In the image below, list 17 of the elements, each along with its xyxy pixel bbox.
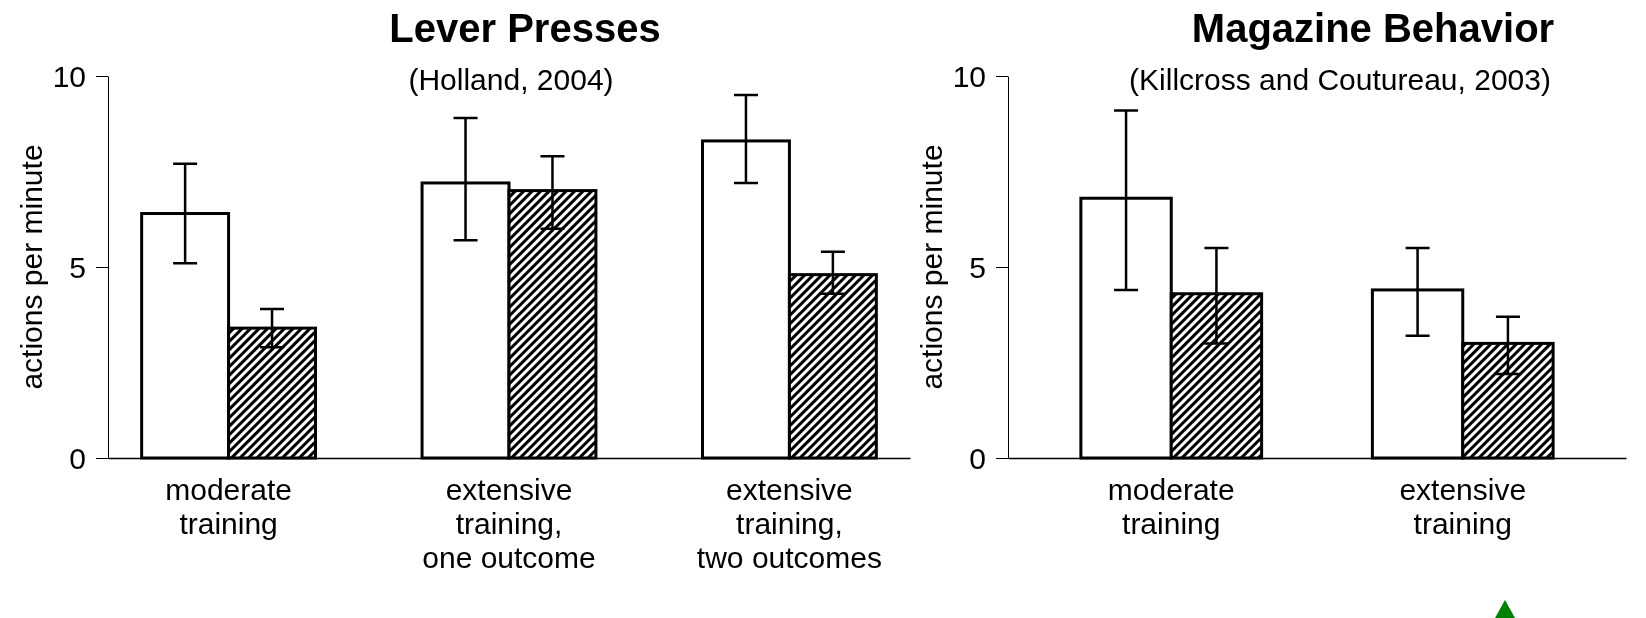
y-tick-label: 10 <box>952 60 986 93</box>
y-axis-title: actions per minute <box>15 144 48 390</box>
y-tick-label: 5 <box>69 251 86 284</box>
x-tick-label: extensive training, two outcomes <box>696 473 882 574</box>
x-tick-label: extensive training <box>1399 473 1527 540</box>
chart-title: Lever Presses <box>389 6 661 50</box>
y-tick-label: 10 <box>52 60 86 93</box>
x-tick-label: moderate training <box>165 473 292 540</box>
y-tick-label: 0 <box>69 442 86 475</box>
y-tick-label: 0 <box>969 442 986 475</box>
y-tick-label: 5 <box>969 251 986 284</box>
x-tick-label: moderate training <box>1107 473 1235 540</box>
chart-title: Magazine Behavior <box>1191 6 1555 50</box>
y-axis-title: actions per minute <box>915 144 948 390</box>
chart-subtitle: (Killcross and Coutureau, 2003) <box>1129 63 1551 96</box>
x-tick-label: extensive training, one outcome <box>422 473 596 574</box>
chart-subtitle: (Holland, 2004) <box>408 63 614 96</box>
